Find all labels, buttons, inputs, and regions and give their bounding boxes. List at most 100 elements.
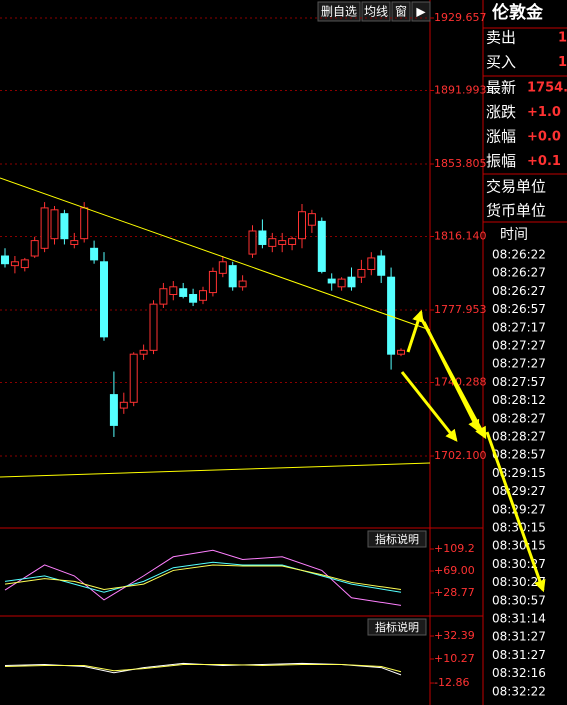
candle-body — [228, 265, 237, 288]
candle-body — [10, 261, 19, 267]
time-row: 08:30:27 — [492, 575, 546, 589]
y-tick-label: +10.27 — [434, 652, 475, 665]
indicator-line — [4, 663, 402, 673]
trend-line — [0, 462, 431, 478]
time-row: 08:27:57 — [492, 375, 546, 389]
y-tick-label: 1816.140 — [434, 229, 487, 242]
candle-body — [367, 257, 376, 270]
candle-body — [357, 268, 366, 278]
time-row: 08:31:27 — [492, 630, 546, 644]
quote-value: +0.0 — [527, 130, 561, 145]
arrow — [400, 371, 458, 442]
y-tick-label: 1853.805 — [434, 157, 487, 170]
candle-body — [159, 288, 168, 305]
candle-body — [100, 261, 108, 338]
candle-body — [90, 247, 99, 261]
y-tick-label: 1777.953 — [434, 303, 487, 316]
candle-body — [60, 213, 69, 240]
candle-body — [298, 211, 306, 240]
quote-label: 涨幅 — [486, 128, 516, 146]
time-row: 08:26:27 — [492, 284, 546, 298]
quote-label: 振幅 — [486, 152, 516, 170]
toolbar-button-label[interactable]: ▶ — [416, 5, 426, 19]
annotations — [0, 177, 546, 593]
candle-body — [119, 401, 128, 409]
time-row: 08:28:27 — [492, 430, 546, 444]
quote-panel: 卖出 1 买入 1 最新 1754.7 涨跌 +1.0 涨幅 +0.0 振幅 +0.1 交易单位货币单位… — [486, 29, 567, 699]
indicator-button-label[interactable]: 指标说明 — [375, 620, 419, 634]
toolbar-button-label[interactable]: 删自选 — [321, 5, 357, 19]
candle-body — [218, 261, 227, 274]
candle-body — [377, 255, 386, 276]
y-tick-label: 1929.657 — [434, 11, 487, 24]
y-tick-label: +32.39 — [434, 629, 475, 642]
indicator-button[interactable] — [367, 618, 427, 636]
candle-body — [50, 209, 59, 240]
candle-body — [30, 240, 39, 257]
quote-label: 卖出 — [486, 29, 516, 47]
candle-body — [248, 230, 257, 255]
candle-body — [288, 238, 297, 245]
time-row: 08:31:27 — [492, 648, 546, 662]
candle-body — [179, 288, 188, 297]
indicator-line — [4, 549, 402, 606]
time-row: 08:28:27 — [492, 411, 546, 425]
candle-body — [387, 276, 396, 355]
time-row: 08:28:57 — [492, 448, 546, 462]
candle-body — [337, 278, 346, 288]
candle-body — [70, 240, 79, 245]
indicator-button[interactable] — [367, 530, 427, 548]
quote-value: +1.0 — [527, 105, 561, 120]
time-row: 08:32:22 — [492, 684, 546, 698]
y-tick-label: +69.00 — [434, 564, 475, 577]
indicator-button-label[interactable]: 指标说明 — [375, 532, 419, 546]
y-tick-label: 1891.993 — [434, 83, 487, 96]
toolbar-button[interactable] — [361, 1, 391, 22]
quote-label: 交易单位 — [486, 178, 546, 196]
time-row: 08:30:15 — [492, 521, 546, 535]
candle-body — [109, 394, 118, 426]
quote-label: 涨跌 — [486, 103, 516, 121]
candle-body — [327, 278, 336, 284]
candle-body — [1, 255, 9, 265]
y-tick-label: +28.77 — [434, 586, 475, 599]
candle-body — [208, 270, 217, 294]
y-tick-label: 1702.100 — [434, 449, 487, 462]
time-row: 08:27:27 — [492, 339, 546, 353]
time-row: 08:31:14 — [492, 612, 546, 626]
arrow — [485, 431, 546, 593]
charts: 1929.657 1891.993 1853.805 1816.140 1777.953… — [0, 11, 487, 689]
time-row: 08:30:27 — [492, 557, 546, 571]
time-row: 08:27:27 — [492, 357, 546, 371]
trend-line — [0, 177, 431, 331]
toolbar-button-label[interactable]: 均线 — [364, 5, 388, 19]
time-row: 08:27:17 — [492, 320, 546, 334]
candle-body — [397, 349, 405, 355]
candle-body — [189, 294, 198, 303]
quote-value: +0.1 — [527, 154, 561, 169]
candle-body — [258, 230, 267, 245]
toolbar-button[interactable] — [411, 1, 431, 22]
candle-body — [317, 220, 326, 272]
candle-body — [40, 207, 49, 249]
quote-title: 伦敦金 — [492, 2, 544, 23]
y-tick-label: -12.86 — [434, 676, 469, 689]
quote-label: 货币单位 — [486, 202, 546, 220]
quote-label: 最新 — [486, 79, 516, 97]
time-row: 08:26:22 — [492, 248, 546, 262]
arrow — [406, 309, 424, 353]
time-header: 时间 — [500, 227, 528, 243]
time-row: 08:26:27 — [492, 266, 546, 280]
time-row: 08:26:57 — [492, 302, 546, 316]
toolbar-button-label[interactable]: 窗 — [395, 5, 407, 19]
candle-body — [20, 259, 29, 269]
toolbar-button[interactable] — [391, 1, 411, 22]
candle-body — [149, 303, 158, 351]
time-row: 08:30:57 — [492, 593, 546, 607]
time-row: 08:30:15 — [492, 539, 546, 553]
candle-body — [169, 286, 178, 296]
toolbar-button[interactable] — [317, 1, 361, 22]
time-row: 08:29:15 — [492, 466, 546, 480]
candle-body — [268, 238, 277, 247]
